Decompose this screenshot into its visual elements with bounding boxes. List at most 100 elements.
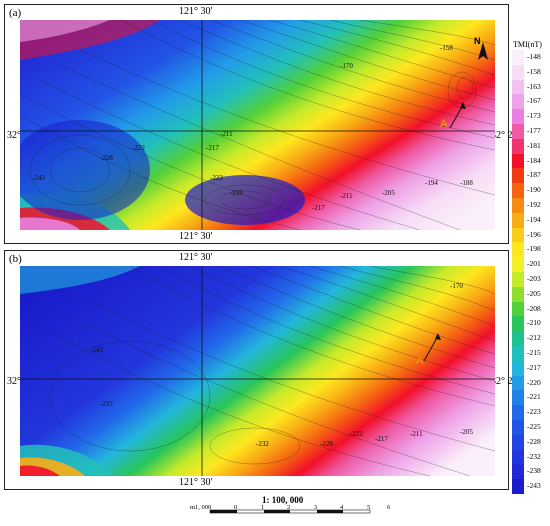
legend-title: TMI(nT) xyxy=(513,40,542,49)
svg-text:-243: -243 xyxy=(32,174,45,182)
top-longitude-label-b: 121° 30′ xyxy=(179,252,213,263)
legend-swatch xyxy=(512,124,524,140)
legend-label: -225 xyxy=(527,422,541,431)
svg-text:-211: -211 xyxy=(220,130,233,138)
legend-swatch xyxy=(512,257,524,273)
legend-label: -198 xyxy=(527,244,541,254)
color-legend xyxy=(512,50,524,495)
svg-text:-211: -211 xyxy=(340,192,353,200)
legend-swatch xyxy=(512,242,524,258)
legend-swatch xyxy=(512,183,524,199)
scale-label: 4 xyxy=(340,505,344,511)
profile-label-a: A xyxy=(440,118,448,130)
scale-label: m1, 000 xyxy=(190,505,211,511)
legend-swatch xyxy=(512,405,524,421)
scale-label: 3 xyxy=(314,505,317,511)
top-longitude-label-a: 121° 30′ xyxy=(179,6,213,17)
legend-label: -190 xyxy=(527,185,541,195)
scale-bar: 1: 100, 000 m1, 000 0 1 2 3 4 5 6km xyxy=(0,495,550,526)
scale-label: 1 xyxy=(261,505,264,511)
legend-label: -223 xyxy=(527,407,541,417)
north-label: N xyxy=(474,36,481,46)
legend-label: -192 xyxy=(527,200,541,209)
svg-text:-243: -243 xyxy=(90,346,103,354)
scale-label: 6km xyxy=(387,505,390,511)
legend-swatch xyxy=(512,64,524,81)
legend-label: -187 xyxy=(527,170,541,180)
legend-label: -177 xyxy=(527,126,541,135)
legend-swatch xyxy=(512,109,524,125)
bottom-longitude-label-b: 121° 30′ xyxy=(179,477,213,488)
legend-swatch xyxy=(512,212,524,229)
legend-swatch xyxy=(512,227,524,243)
svg-text:-232: -232 xyxy=(256,440,269,448)
legend-label: -203 xyxy=(527,274,541,283)
legend-swatch xyxy=(512,375,524,391)
legend-swatch xyxy=(512,360,524,377)
legend-label: -228 xyxy=(527,436,541,446)
legend-swatch xyxy=(512,464,524,480)
legend-swatch xyxy=(512,346,524,362)
legend-label: -194 xyxy=(527,214,541,224)
svg-text:-170: -170 xyxy=(450,282,463,290)
panel-label-a: (a) xyxy=(9,7,22,19)
legend-label: -217 xyxy=(527,362,541,372)
tmi-map-a: A N -158 -170 -211 -217 -222 -228 -243 -… xyxy=(20,20,495,230)
svg-text:-158: -158 xyxy=(440,44,453,52)
panel-label-b: (b) xyxy=(9,253,22,265)
profile-label-b: A xyxy=(416,355,424,367)
svg-text:-194: -194 xyxy=(425,179,438,187)
tmi-map-b: A -170 -243 -237 -232 -228 -222 -217 -21… xyxy=(20,266,495,476)
legend-label: -158 xyxy=(527,66,541,76)
scale-ratio: 1: 100, 000 xyxy=(262,495,304,505)
legend-swatch xyxy=(512,316,524,332)
legend-label: -167 xyxy=(527,96,541,106)
svg-text:-226: -226 xyxy=(230,189,243,197)
legend-swatch xyxy=(512,138,524,155)
scale-label: 5 xyxy=(367,505,370,511)
svg-text:-211: -211 xyxy=(410,430,423,438)
legend-swatch xyxy=(512,390,524,406)
legend-label: -184 xyxy=(527,155,541,165)
legend-swatch xyxy=(512,286,524,303)
svg-text:-237: -237 xyxy=(100,400,113,408)
legend-label: -220 xyxy=(527,377,541,387)
svg-text:-205: -205 xyxy=(382,189,395,197)
legend-label: -201 xyxy=(527,259,541,269)
svg-text:-217: -217 xyxy=(375,435,388,443)
svg-text:-222: -222 xyxy=(350,430,363,438)
legend-label: -205 xyxy=(527,288,541,298)
svg-text:-188: -188 xyxy=(460,179,473,187)
svg-text:-170: -170 xyxy=(340,62,353,70)
legend-label: -173 xyxy=(527,111,541,121)
svg-text:-228: -228 xyxy=(320,440,333,448)
legend-swatch xyxy=(512,168,524,184)
legend-label: -196 xyxy=(527,229,541,239)
legend-swatch xyxy=(512,153,524,169)
legend-swatch xyxy=(512,479,524,495)
legend-swatch xyxy=(512,331,524,347)
legend-label: -208 xyxy=(527,303,541,313)
legend-label: -210 xyxy=(527,318,541,328)
legend-label: -221 xyxy=(527,392,541,402)
legend-swatch xyxy=(512,198,524,214)
north-arrow-icon xyxy=(478,42,488,60)
svg-text:-222: -222 xyxy=(132,144,145,152)
legend-label: -181 xyxy=(527,140,541,150)
svg-text:-217: -217 xyxy=(312,204,325,212)
legend-swatch xyxy=(512,79,524,95)
legend-label: -232 xyxy=(527,451,541,461)
legend-label: -163 xyxy=(527,81,541,91)
map-panel-b: (b) 121° 30′ 121° 30′ 32° 22′ 32° 22′ xyxy=(4,250,520,490)
legend-swatch xyxy=(512,272,524,288)
legend-label: -238 xyxy=(527,466,541,476)
svg-text:-205: -205 xyxy=(460,428,473,436)
legend-swatch xyxy=(512,449,524,465)
right-latitude-label-a: 32° 22′ xyxy=(491,130,520,141)
scale-label: 0 xyxy=(234,505,237,511)
legend-swatch xyxy=(512,301,524,317)
left-latitude-label-a: 32° 22′ xyxy=(7,130,36,141)
svg-text:-222: -222 xyxy=(210,174,223,182)
legend-label: -148 xyxy=(527,52,541,61)
legend-swatch xyxy=(512,420,524,436)
